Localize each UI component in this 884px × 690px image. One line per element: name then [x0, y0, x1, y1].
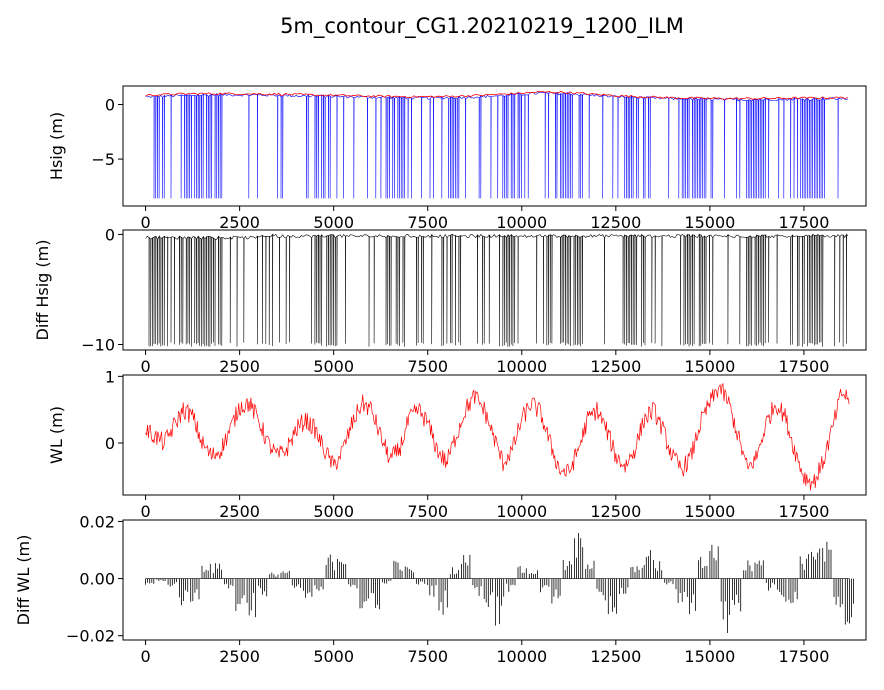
y-tick-label: −0.02	[66, 627, 115, 646]
x-tick-label: 10000	[496, 357, 547, 376]
x-tick-label: 12500	[590, 647, 641, 666]
diff-hsig-series	[145, 233, 849, 347]
wl-series	[145, 383, 850, 491]
y-axis-label: WL (m)	[47, 406, 66, 464]
x-tick-label: 17500	[778, 357, 829, 376]
x-tick-label: 2500	[219, 647, 260, 666]
plot-area	[145, 533, 854, 633]
plot-area	[145, 233, 849, 347]
y-tick-label: 0.00	[79, 570, 115, 589]
x-tick-label: 5000	[313, 357, 354, 376]
y-tick-label: 0.02	[79, 512, 115, 531]
y-axis-label: Hsig (m)	[47, 112, 66, 180]
plot-area	[145, 90, 849, 199]
x-tick-label: 17500	[778, 502, 829, 521]
axes-frame	[122, 85, 867, 207]
x-tick-label: 7500	[407, 213, 448, 232]
x-tick-label: 0	[140, 213, 150, 232]
y-axis-label: Diff Hsig (m)	[33, 240, 52, 341]
x-tick-label: 2500	[219, 357, 260, 376]
subplot-1: 0 2500 5000 7500 10000 12500 15000 17500 −5 0 Hsig…	[47, 85, 867, 232]
x-tick-label: 10000	[496, 502, 547, 521]
x-tick-label: 10000	[496, 213, 547, 232]
x-tick-label: 0	[140, 502, 150, 521]
x-tick-label: 15000	[684, 213, 735, 232]
x-tick-label: 10000	[496, 647, 547, 666]
hsig-series-red	[145, 90, 848, 100]
x-tick-label: 12500	[590, 357, 641, 376]
y-tick-label: 0	[105, 96, 115, 115]
axes-frame	[122, 374, 867, 496]
x-tick-label: 5000	[313, 213, 354, 232]
x-tick-label: 5000	[313, 647, 354, 666]
y-tick-label: 1	[105, 367, 115, 386]
plot-area	[145, 383, 850, 491]
x-tick-label: 2500	[219, 213, 260, 232]
y-axis-label: Diff WL (m)	[14, 535, 33, 626]
subplot-4: 0 2500 5000 7500 10000 12500 15000 17500 −0.02 0.…	[14, 512, 867, 666]
figure-title: 5m_contour_CG1.20210219_1200_ILM	[280, 14, 684, 39]
x-tick-label: 12500	[590, 502, 641, 521]
y-tick-label: −5	[91, 150, 115, 169]
x-tick-label: 15000	[684, 357, 735, 376]
x-tick-label: 0	[140, 357, 150, 376]
x-tick-label: 7500	[407, 502, 448, 521]
x-tick-label: 7500	[407, 647, 448, 666]
hsig-series-blue	[145, 91, 849, 199]
y-tick-label: 0	[105, 225, 115, 244]
x-tick-label: 2500	[219, 502, 260, 521]
x-tick-label: 5000	[313, 502, 354, 521]
subplot-3: 0 2500 5000 7500 10000 12500 15000 17500 0 1 WL (m…	[47, 367, 867, 521]
y-tick-label: 0	[105, 434, 115, 453]
axes-frame	[122, 519, 867, 641]
x-tick-label: 17500	[778, 647, 829, 666]
x-tick-label: 0	[140, 647, 150, 666]
x-tick-label: 17500	[778, 213, 829, 232]
x-tick-label: 7500	[407, 357, 448, 376]
axes-frame	[122, 229, 867, 351]
x-tick-label: 15000	[684, 502, 735, 521]
x-tick-label: 15000	[684, 647, 735, 666]
subplot-2: 0 2500 5000 7500 10000 12500 15000 17500 −10 0 Dif…	[33, 225, 867, 376]
x-tick-label: 12500	[590, 213, 641, 232]
y-tick-label: −10	[81, 335, 115, 354]
